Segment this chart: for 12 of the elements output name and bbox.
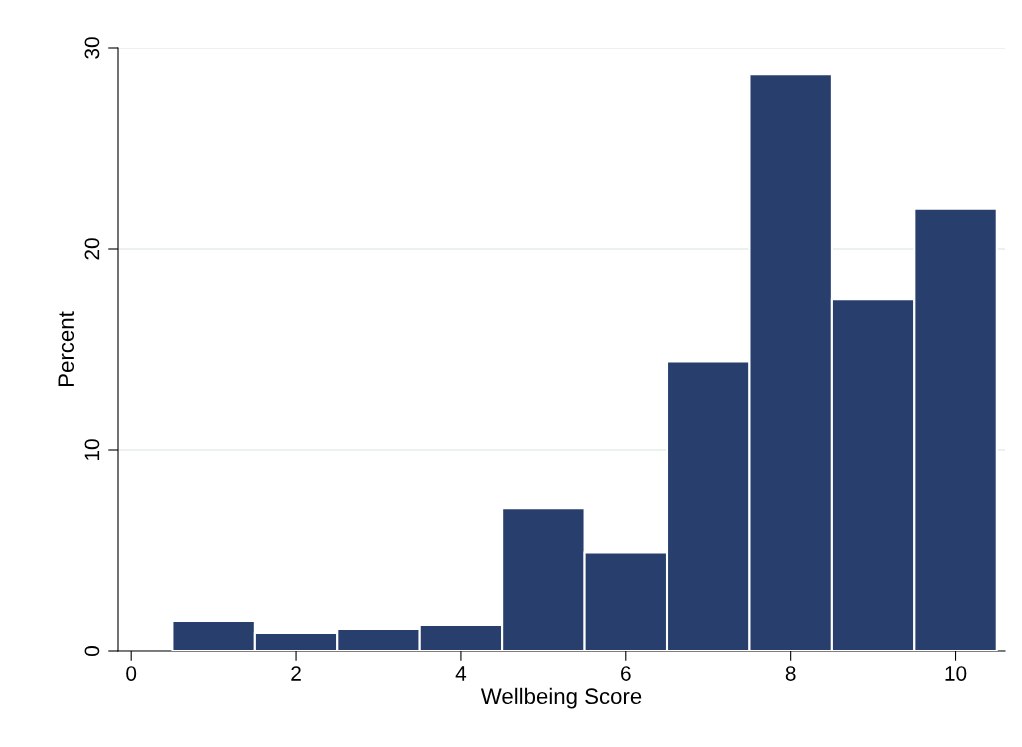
x-tick-label: 6: [621, 666, 631, 681]
y-axis-title: Percent: [58, 311, 75, 386]
y-tick-label: 20: [84, 238, 100, 260]
x-tick-label: 2: [291, 666, 301, 681]
y-tick-label: 30: [84, 37, 100, 59]
x-tick-label: 8: [785, 666, 796, 681]
y-tick-label: 10: [84, 439, 100, 460]
x-axis-title: Wellbeing Score: [480, 687, 642, 709]
x-tick-label: 0: [126, 666, 137, 681]
y-tick-label: 0: [84, 646, 100, 656]
x-tick-label: 10: [945, 666, 967, 681]
x-tick-label: 4: [455, 666, 467, 681]
